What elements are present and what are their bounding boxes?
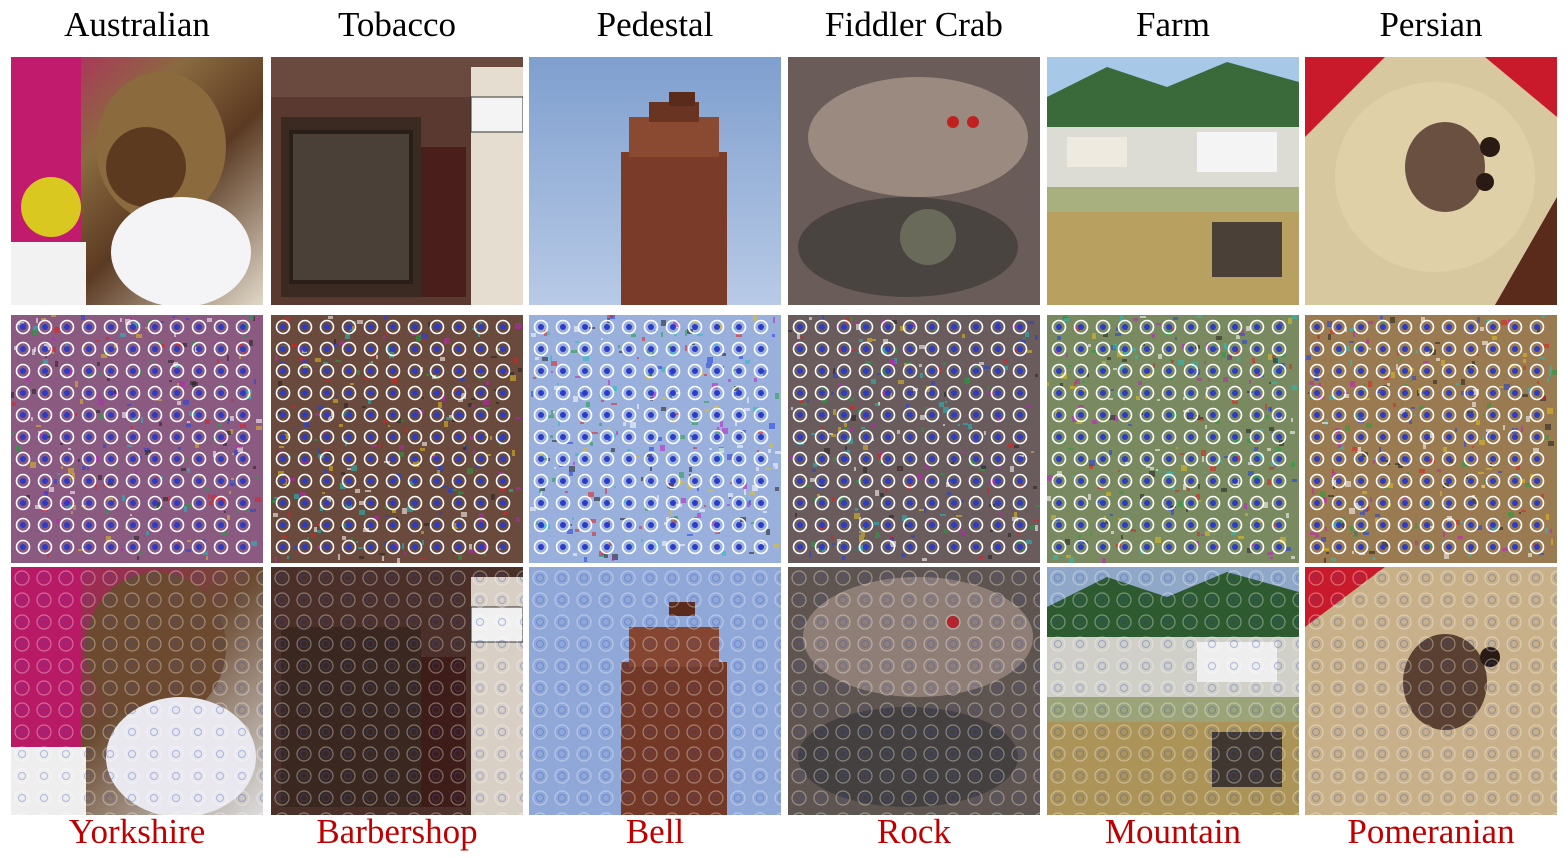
perturbation-pattern <box>1305 315 1557 563</box>
adversarial-image-chimney <box>529 567 781 815</box>
column-persian: Persian <box>1305 0 1557 858</box>
adversarial-image-farm <box>1047 567 1299 815</box>
adversarial-class-label: Yorkshire <box>68 812 206 851</box>
original-class-label: Pedestal <box>596 5 714 44</box>
adversarial-image-shopfront <box>271 567 523 815</box>
column-pedestal: Pedestal Bell <box>529 0 781 858</box>
original-class-label: Fiddler Crab <box>825 5 1003 44</box>
adversarial-class-label: Rock <box>877 812 951 851</box>
clean-image-crab <box>788 57 1040 305</box>
adversarial-image-yorkshire <box>11 567 263 815</box>
original-class-label: Australian <box>64 5 210 44</box>
original-class-label: Farm <box>1136 5 1210 44</box>
adversarial-image-cat <box>1305 567 1557 815</box>
clean-image-cat <box>1305 57 1557 305</box>
adversarial-class-label: Pomeranian <box>1347 812 1515 851</box>
perturbation-pattern <box>11 315 263 563</box>
clean-image-shopfront <box>271 57 523 305</box>
original-class-label: Tobacco <box>337 5 457 44</box>
column-fiddler-crab: Fiddler Crab Rock <box>788 0 1040 858</box>
perturbation-pattern <box>529 315 781 563</box>
original-class-label: Persian <box>1379 5 1483 44</box>
adversarial-class-label: Bell <box>625 812 685 851</box>
adversarial-class-label: Barbershop <box>316 812 478 851</box>
column-farm: Farm <box>1047 0 1299 858</box>
perturbation-pattern <box>788 315 1040 563</box>
column-australian: Australian Yor <box>11 0 263 858</box>
clean-image-yorkshire <box>11 57 263 305</box>
perturbation-pattern <box>271 315 523 563</box>
clean-image-chimney <box>529 57 781 305</box>
column-tobacco: Tobacco Barber <box>271 0 523 858</box>
clean-image-farm <box>1047 57 1299 305</box>
adversarial-image-crab <box>788 567 1040 815</box>
perturbation-pattern <box>1047 315 1299 563</box>
adversarial-class-label: Mountain <box>1104 812 1242 851</box>
